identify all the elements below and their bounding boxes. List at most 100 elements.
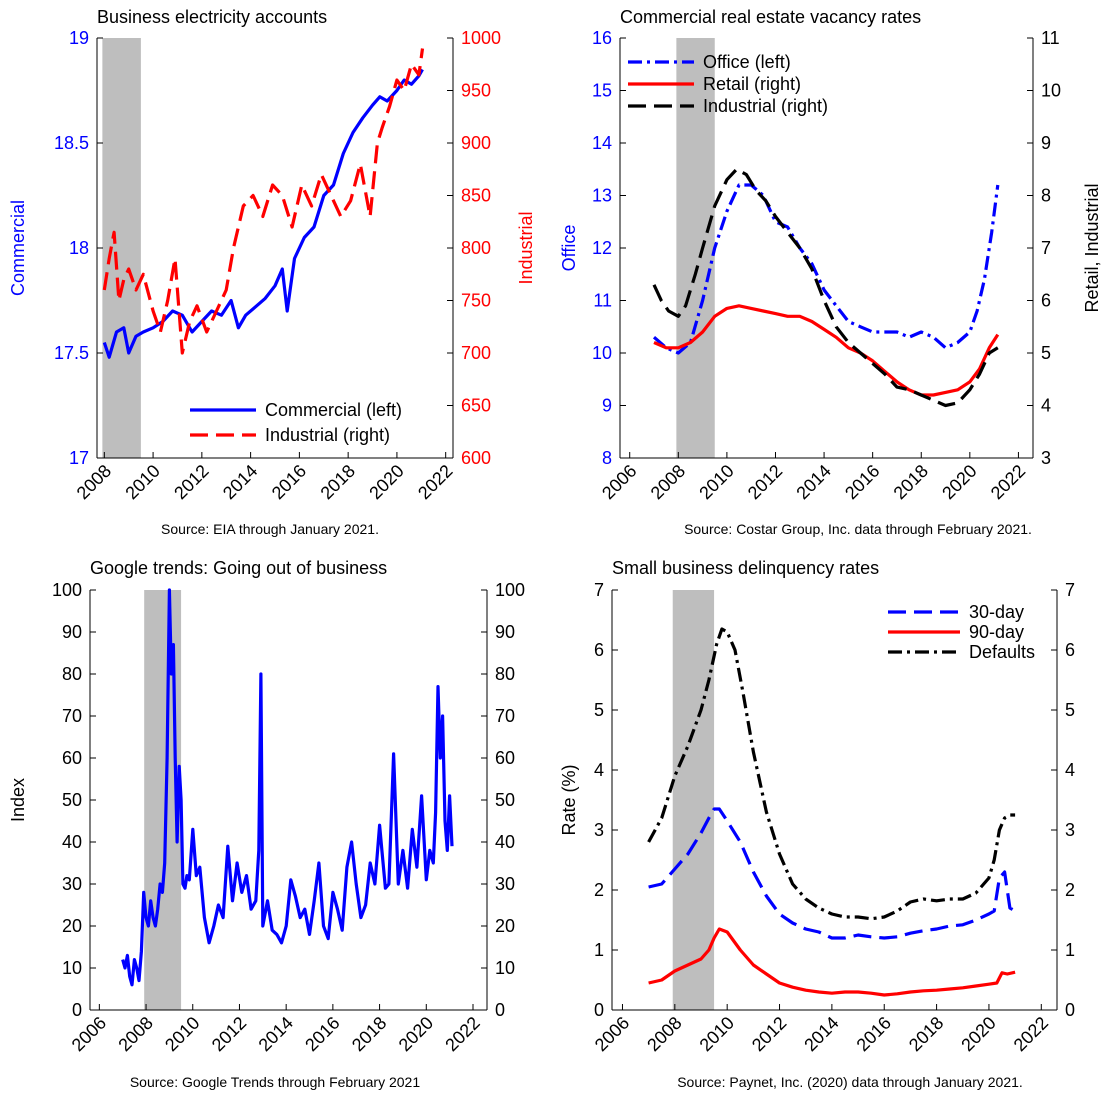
x-tick-label: 2008 [643, 1013, 685, 1055]
legend-label: Industrial (right) [703, 96, 828, 116]
x-tick-label: 2020 [938, 461, 980, 503]
x-tick-label: 2008 [114, 1013, 156, 1055]
left-axis-label: Commercial [8, 200, 28, 296]
legend-label: Commercial (left) [265, 400, 402, 420]
y-tick-label: 14 [592, 133, 612, 153]
y-tick-label: 60 [62, 748, 82, 768]
y2-tick-label: 60 [495, 748, 515, 768]
y-tick-label: 19 [69, 28, 89, 48]
x-tick-label: 2010 [121, 461, 163, 503]
y2-tick-label: 3 [1065, 820, 1075, 840]
source-note: Source: Paynet, Inc. (2020) data through… [677, 1074, 1023, 1090]
y-tick-label: 70 [62, 706, 82, 726]
y2-tick-label: 30 [495, 874, 515, 894]
source-note: Source: Costar Group, Inc. data through … [684, 521, 1032, 537]
y2-tick-label: 9 [1041, 133, 1051, 153]
y2-tick-label: 90 [495, 622, 515, 642]
legend-label: Industrial (right) [265, 425, 390, 445]
y-tick-label: 90 [62, 622, 82, 642]
legend: Commercial (left) Industrial (right) [190, 400, 402, 445]
y-tick-label: 16 [592, 28, 612, 48]
legend-label: Office (left) [703, 52, 791, 72]
y2-tick-label: 0 [1065, 1000, 1075, 1020]
y2-tick-label: 7 [1065, 580, 1075, 600]
y-tick-label: 20 [62, 916, 82, 936]
x-tick-label: 2010 [696, 1013, 738, 1055]
y-tick-label: 9 [602, 396, 612, 416]
panel-vacancy-rates: Commercial real estate vacancy rates Sou… [559, 7, 1102, 537]
panel-title: Small business delinquency rates [612, 558, 879, 578]
x-tick-label: 2012 [748, 1013, 790, 1055]
y2-tick-label: 10 [495, 958, 515, 978]
x-tick-label: 2014 [792, 461, 834, 503]
x-tick-label: 2014 [219, 461, 261, 503]
y-tick-label: 17 [69, 448, 89, 468]
x-tick-label: 2012 [208, 1013, 250, 1055]
y2-tick-label: 850 [461, 186, 491, 206]
y2-tick-label: 50 [495, 790, 515, 810]
y2-tick-label: 0 [495, 1000, 505, 1020]
right-axis-label: Retail, Industrial [1082, 183, 1102, 312]
series-line-defaults [647, 627, 1016, 921]
series-line-index [121, 588, 454, 987]
y-tick-label: 6 [594, 640, 604, 660]
y-tick-label: 10 [62, 958, 82, 978]
y-tick-label: 0 [594, 1000, 604, 1020]
y2-tick-label: 6 [1041, 291, 1051, 311]
y-tick-label: 1 [594, 940, 604, 960]
panel-title: Business electricity accounts [97, 7, 327, 27]
legend-label: 30-day [969, 602, 1024, 622]
series-line-commercial-left [102, 68, 424, 359]
y-tick-label: 10 [592, 343, 612, 363]
left-axis-label: Office [559, 225, 579, 272]
y2-tick-label: 4 [1065, 760, 1075, 780]
y2-tick-label: 900 [461, 133, 491, 153]
legend-label: Retail (right) [703, 74, 801, 94]
source-note: Source: EIA through January 2021. [161, 521, 379, 537]
y2-tick-label: 6 [1065, 640, 1075, 660]
y2-tick-label: 8 [1041, 186, 1051, 206]
y2-tick-label: 3 [1041, 448, 1051, 468]
x-tick-label: 2018 [890, 461, 932, 503]
legend-label: 90-day [969, 622, 1024, 642]
y-tick-label: 100 [52, 580, 82, 600]
y2-tick-label: 600 [461, 448, 491, 468]
y-tick-label: 7 [594, 580, 604, 600]
series-line-office-left [652, 183, 1000, 355]
y-tick-label: 40 [62, 832, 82, 852]
x-tick-label: 2016 [841, 461, 883, 503]
y2-tick-label: 10 [1041, 81, 1061, 101]
y2-tick-label: 800 [461, 238, 491, 258]
legend-label: Defaults [969, 642, 1035, 662]
x-tick-label: 2016 [853, 1013, 895, 1055]
y-tick-label: 11 [593, 291, 612, 311]
x-tick-label: 2014 [800, 1013, 842, 1055]
y2-tick-label: 80 [495, 664, 515, 684]
y2-tick-label: 650 [461, 396, 491, 416]
panel-title: Google trends: Going out of business [90, 558, 387, 578]
y2-tick-label: 7 [1041, 238, 1051, 258]
x-tick-label: 2022 [987, 461, 1029, 503]
x-tick-label: 2008 [647, 461, 689, 503]
left-axis-label: Index [8, 778, 28, 822]
panel-google-trends: Google trends: Going out of business Sou… [8, 558, 525, 1090]
y2-tick-label: 70 [495, 706, 515, 726]
x-tick-label: 2018 [905, 1013, 947, 1055]
y-tick-label: 13 [592, 186, 612, 206]
y2-tick-label: 40 [495, 832, 515, 852]
recession-shading [102, 38, 141, 458]
y-tick-label: 4 [594, 760, 604, 780]
y-tick-label: 18.5 [54, 133, 89, 153]
x-tick-label: 2010 [695, 461, 737, 503]
x-tick-label: 2020 [957, 1013, 999, 1055]
panel-delinquency-rates: Small business delinquency rates Source:… [559, 558, 1075, 1090]
series-line-retail-right [653, 304, 1000, 397]
recession-shading [672, 590, 715, 1010]
panel-electricity-accounts: Business electricity accounts Source: EI… [8, 7, 536, 537]
left-axis-label: Rate (%) [559, 764, 579, 835]
y-tick-label: 17.5 [54, 343, 89, 363]
x-tick-label: 2018 [317, 461, 359, 503]
y2-tick-label: 11 [1041, 28, 1060, 48]
